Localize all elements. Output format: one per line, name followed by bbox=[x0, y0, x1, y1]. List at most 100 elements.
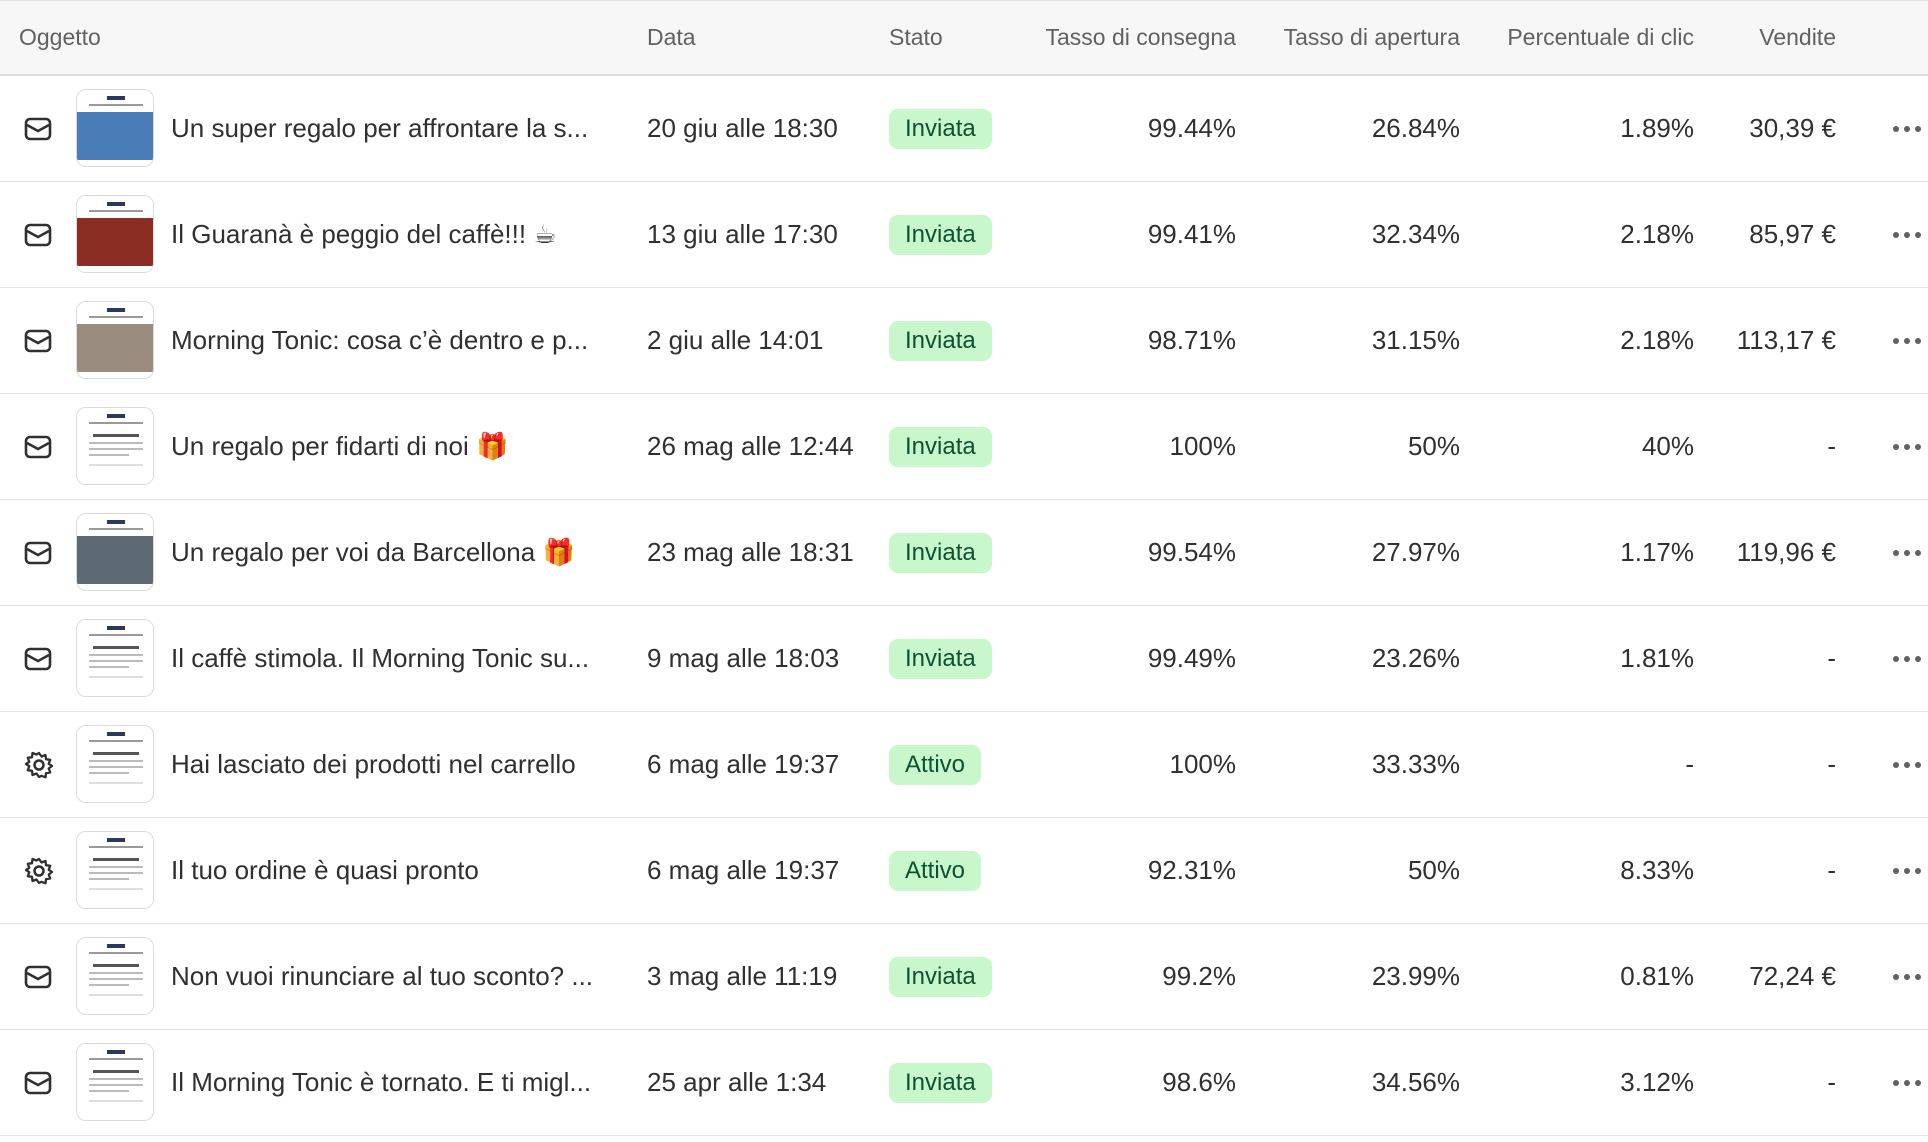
cell-subject: Il caffè stimola. Il Morning Tonic su... bbox=[171, 643, 590, 673]
cell-subject: Il Morning Tonic è tornato. E ti migl... bbox=[171, 1067, 592, 1097]
row-actions[interactable] bbox=[1892, 1030, 1922, 1135]
email-thumbnail bbox=[76, 831, 154, 909]
cell-delivery: 99.44% bbox=[1147, 113, 1236, 143]
cell-status: Inviata bbox=[889, 500, 1009, 605]
row-actions[interactable] bbox=[1892, 712, 1922, 817]
status-badge: Attivo bbox=[889, 850, 982, 891]
cell-sales: 85,97 € bbox=[1749, 219, 1836, 249]
row-actions[interactable] bbox=[1892, 394, 1922, 499]
type-icon bbox=[24, 500, 54, 605]
cell-status: Attivo bbox=[889, 818, 1009, 923]
column-header[interactable]: Stato bbox=[889, 24, 943, 50]
status-badge: Inviata bbox=[889, 532, 992, 573]
cell-click: 0.81% bbox=[1620, 961, 1694, 991]
table-row[interactable]: Hai lasciato dei prodotti nel carrello 6 … bbox=[0, 712, 1928, 818]
row-actions[interactable] bbox=[1892, 288, 1922, 393]
cell-sales: - bbox=[1827, 431, 1836, 461]
column-header[interactable]: Percentuale di clic bbox=[1507, 24, 1694, 50]
column-header[interactable]: Oggetto bbox=[19, 24, 101, 50]
table-header: Oggetto Data Stato Tasso di consegna Tasso d… bbox=[0, 0, 1928, 76]
email-thumbnail bbox=[76, 1043, 154, 1121]
cell-open: 23.99% bbox=[1371, 961, 1460, 991]
type-icon bbox=[24, 288, 54, 393]
cell-date: 6 mag alle 19:37 bbox=[647, 855, 840, 885]
cell-date: 13 giu alle 17:30 bbox=[647, 219, 838, 249]
table-row[interactable]: Morning Tonic: cosa c’è dentro e p... 2 g… bbox=[0, 288, 1928, 394]
cell-date: 20 giu alle 18:30 bbox=[647, 113, 838, 143]
type-icon bbox=[24, 1030, 54, 1135]
cell-delivery: 100% bbox=[1169, 749, 1237, 779]
row-actions[interactable] bbox=[1892, 182, 1922, 287]
cell-open: 27.97% bbox=[1371, 537, 1460, 567]
cell-status: Inviata bbox=[889, 182, 1009, 287]
table-row[interactable]: Il Morning Tonic è tornato. E ti migl...… bbox=[0, 1030, 1928, 1136]
cell-delivery: 100% bbox=[1169, 431, 1237, 461]
type-icon bbox=[24, 606, 54, 711]
cell-open: 50% bbox=[1407, 431, 1460, 461]
cell-delivery: 99.49% bbox=[1147, 643, 1236, 673]
status-badge: Attivo bbox=[889, 744, 982, 785]
cell-subject: Un regalo per voi da Barcellona 🎁 bbox=[171, 537, 575, 567]
email-thumbnail bbox=[76, 301, 154, 379]
row-actions[interactable] bbox=[1892, 924, 1922, 1029]
cell-status: Inviata bbox=[889, 76, 1009, 181]
cell-subject: Il tuo ordine è quasi pronto bbox=[171, 855, 479, 885]
table-row[interactable]: Il Guaranà è peggio del caffè!!! ☕ 13 giu… bbox=[0, 182, 1928, 288]
table-row[interactable]: Il caffè stimola. Il Morning Tonic su...… bbox=[0, 606, 1928, 712]
cell-subject: Non vuoi rinunciare al tuo sconto? ... bbox=[171, 961, 594, 991]
row-actions[interactable] bbox=[1892, 500, 1922, 605]
column-header[interactable]: Tasso di apertura bbox=[1283, 24, 1460, 50]
cell-date: 23 mag alle 18:31 bbox=[647, 537, 854, 567]
cell-status: Inviata bbox=[889, 394, 1009, 499]
table-row[interactable]: Un regalo per fidarti di noi 🎁 26 mag all… bbox=[0, 394, 1928, 500]
column-header[interactable]: Data bbox=[647, 24, 696, 50]
cell-click: 8.33% bbox=[1620, 855, 1694, 885]
type-icon bbox=[24, 818, 54, 923]
cell-click: 2.18% bbox=[1620, 325, 1694, 355]
cell-status: Attivo bbox=[889, 712, 1009, 817]
cell-date: 26 mag alle 12:44 bbox=[647, 431, 854, 461]
cell-status: Inviata bbox=[889, 1030, 1009, 1135]
table-row[interactable]: Non vuoi rinunciare al tuo sconto? ... 3 … bbox=[0, 924, 1928, 1030]
cell-sales: - bbox=[1827, 749, 1836, 779]
cell-sales: - bbox=[1827, 855, 1836, 885]
table-row[interactable]: Un regalo per voi da Barcellona 🎁 23 mag … bbox=[0, 500, 1928, 606]
cell-click: 40% bbox=[1641, 431, 1694, 461]
email-thumbnail bbox=[76, 513, 154, 591]
email-thumbnail bbox=[76, 89, 154, 167]
row-actions[interactable] bbox=[1892, 76, 1922, 181]
status-badge: Inviata bbox=[889, 638, 992, 679]
status-badge: Inviata bbox=[889, 108, 992, 149]
cell-open: 34.56% bbox=[1371, 1067, 1460, 1097]
status-badge: Inviata bbox=[889, 426, 992, 467]
cell-click: 3.12% bbox=[1620, 1067, 1694, 1097]
cell-delivery: 98.71% bbox=[1147, 325, 1236, 355]
row-actions[interactable] bbox=[1892, 818, 1922, 923]
cell-status: Inviata bbox=[889, 288, 1009, 393]
cell-date: 25 apr alle 1:34 bbox=[647, 1067, 827, 1097]
cell-click: 1.17% bbox=[1620, 537, 1694, 567]
email-thumbnail bbox=[76, 937, 154, 1015]
cell-date: 6 mag alle 19:37 bbox=[647, 749, 840, 779]
type-icon bbox=[24, 712, 54, 817]
cell-date: 2 giu alle 14:01 bbox=[647, 325, 824, 355]
cell-click: 1.89% bbox=[1620, 113, 1694, 143]
table-row[interactable]: Il tuo ordine è quasi pronto 6 mag alle 1… bbox=[0, 818, 1928, 924]
type-icon bbox=[24, 182, 54, 287]
cell-open: 26.84% bbox=[1371, 113, 1460, 143]
status-badge: Inviata bbox=[889, 1062, 992, 1103]
email-thumbnail bbox=[76, 195, 154, 273]
table-row[interactable]: Un super regalo per affrontare la s... 20… bbox=[0, 76, 1928, 182]
type-icon bbox=[24, 394, 54, 499]
cell-subject: Morning Tonic: cosa c’è dentro e p... bbox=[171, 325, 589, 355]
cell-click: 2.18% bbox=[1620, 219, 1694, 249]
column-header[interactable]: Vendite bbox=[1759, 24, 1836, 50]
row-actions[interactable] bbox=[1892, 606, 1922, 711]
status-badge: Inviata bbox=[889, 956, 992, 997]
cell-sales: 72,24 € bbox=[1749, 961, 1836, 991]
cell-sales: 113,17 € bbox=[1736, 325, 1836, 355]
column-header[interactable]: Tasso di consegna bbox=[1045, 24, 1236, 50]
cell-click: - bbox=[1685, 749, 1694, 779]
